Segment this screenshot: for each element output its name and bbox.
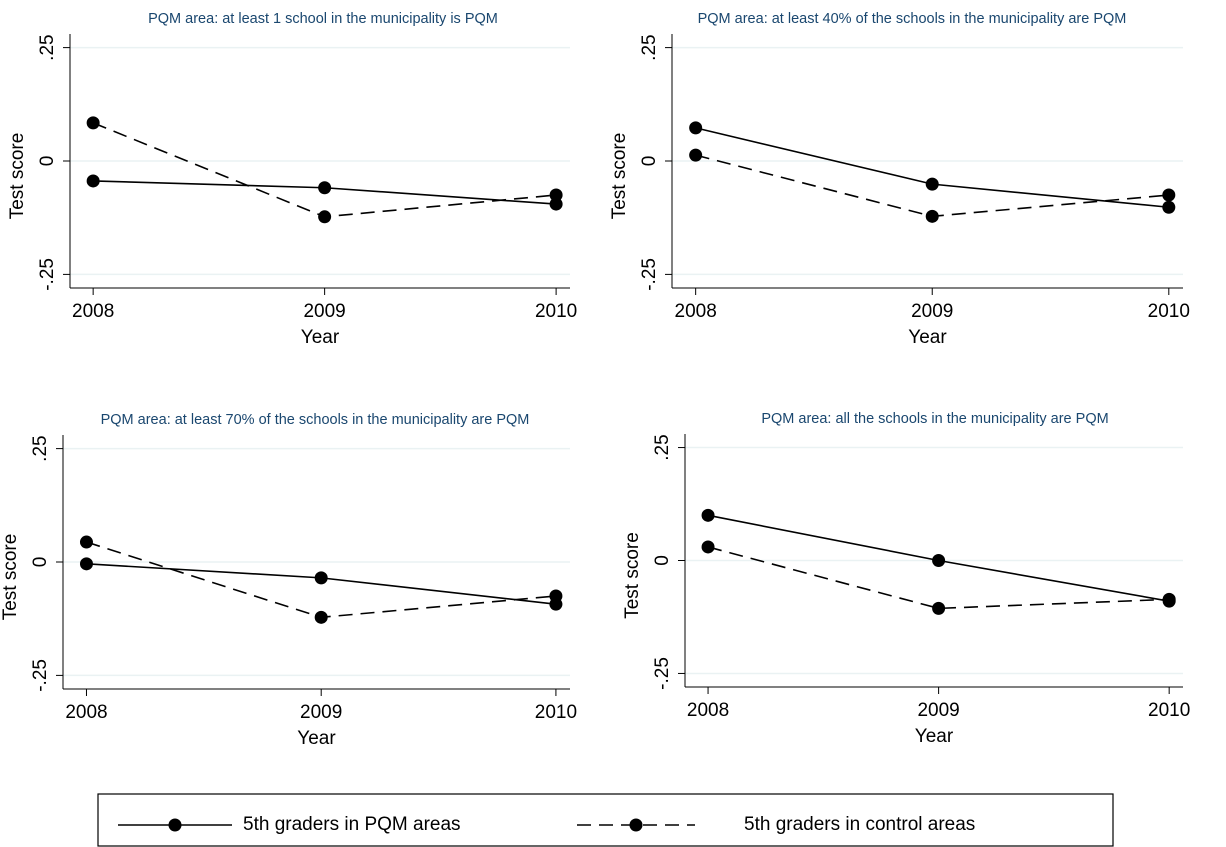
y-tick-label: -.25 bbox=[639, 258, 660, 291]
data-point bbox=[1162, 592, 1176, 606]
y-tick-label: 0 bbox=[639, 156, 660, 167]
x-tick-label: 2008 bbox=[65, 702, 107, 723]
panel-title: PQM area: at least 40% of the schools in… bbox=[698, 11, 1127, 27]
panel: PQM area: at least 70% of the schools in… bbox=[0, 412, 577, 749]
y-axis-label: Test score bbox=[0, 534, 21, 621]
series-line bbox=[707, 546, 1170, 610]
y-tick-label: -.25 bbox=[37, 258, 58, 291]
y-tick-label: .25 bbox=[37, 34, 58, 60]
data-point bbox=[79, 535, 93, 549]
legend-marker bbox=[629, 818, 643, 832]
y-axis-label: Test score bbox=[622, 532, 643, 619]
panel-title: PQM area: at least 1 school in the munic… bbox=[148, 11, 498, 27]
x-tick-label: 2010 bbox=[1148, 700, 1190, 721]
x-tick-label: 2010 bbox=[1148, 301, 1190, 322]
data-point bbox=[925, 209, 939, 223]
data-point bbox=[86, 174, 100, 188]
legend-marker bbox=[168, 818, 182, 832]
data-point bbox=[925, 177, 939, 191]
series-line bbox=[92, 122, 557, 218]
y-tick-label: .25 bbox=[30, 435, 51, 461]
x-axis-label: Year bbox=[915, 726, 954, 747]
data-point bbox=[79, 557, 93, 571]
x-tick-label: 2009 bbox=[300, 702, 342, 723]
x-tick-label: 2009 bbox=[303, 301, 345, 322]
y-tick-label: 0 bbox=[37, 156, 58, 167]
panel: PQM area: at least 1 school in the munic… bbox=[7, 11, 577, 348]
x-axis-label: Year bbox=[908, 327, 947, 348]
y-tick-label: 0 bbox=[30, 557, 51, 568]
series-line bbox=[695, 127, 1169, 209]
data-point bbox=[932, 601, 946, 615]
legend-label: 5th graders in control areas bbox=[744, 814, 975, 835]
data-point bbox=[549, 589, 563, 603]
x-tick-label: 2008 bbox=[687, 700, 729, 721]
data-point bbox=[689, 148, 703, 162]
y-tick-label: .25 bbox=[639, 34, 660, 60]
panel-title: PQM area: all the schools in the municip… bbox=[761, 411, 1108, 427]
data-point bbox=[318, 181, 332, 195]
x-tick-label: 2010 bbox=[535, 301, 577, 322]
data-point bbox=[549, 197, 563, 211]
x-axis-label: Year bbox=[301, 327, 340, 348]
y-tick-label: 0 bbox=[652, 555, 673, 566]
data-point bbox=[86, 116, 100, 130]
y-axis-label: Test score bbox=[609, 133, 630, 220]
data-point bbox=[1162, 200, 1176, 214]
data-point bbox=[932, 554, 946, 567]
x-tick-label: 2008 bbox=[72, 301, 114, 322]
y-tick-label: -.25 bbox=[30, 659, 51, 692]
data-point bbox=[701, 540, 715, 554]
x-tick-label: 2009 bbox=[911, 301, 953, 322]
legend-box bbox=[97, 793, 1114, 847]
panel: PQM area: at least 40% of the schools in… bbox=[609, 11, 1190, 348]
y-axis-label: Test score bbox=[7, 133, 28, 220]
x-tick-label: 2009 bbox=[917, 700, 959, 721]
y-tick-label: -.25 bbox=[652, 657, 673, 690]
data-point bbox=[549, 188, 563, 202]
data-point bbox=[689, 121, 703, 135]
data-point bbox=[314, 571, 328, 585]
y-tick-label: .25 bbox=[652, 434, 673, 460]
data-point bbox=[1162, 188, 1176, 202]
legend-label: 5th graders in PQM areas bbox=[243, 814, 461, 835]
x-axis-label: Year bbox=[297, 728, 336, 749]
legend: 5th graders in PQM areas 5th graders in c… bbox=[97, 793, 1114, 847]
data-point bbox=[318, 210, 332, 224]
x-tick-label: 2010 bbox=[535, 702, 577, 723]
panel-title: PQM area: at least 70% of the schools in… bbox=[101, 412, 530, 428]
data-point bbox=[701, 508, 715, 522]
data-point bbox=[314, 610, 328, 624]
panel: PQM area: all the schools in the municip… bbox=[622, 411, 1190, 747]
x-tick-label: 2008 bbox=[675, 301, 717, 322]
